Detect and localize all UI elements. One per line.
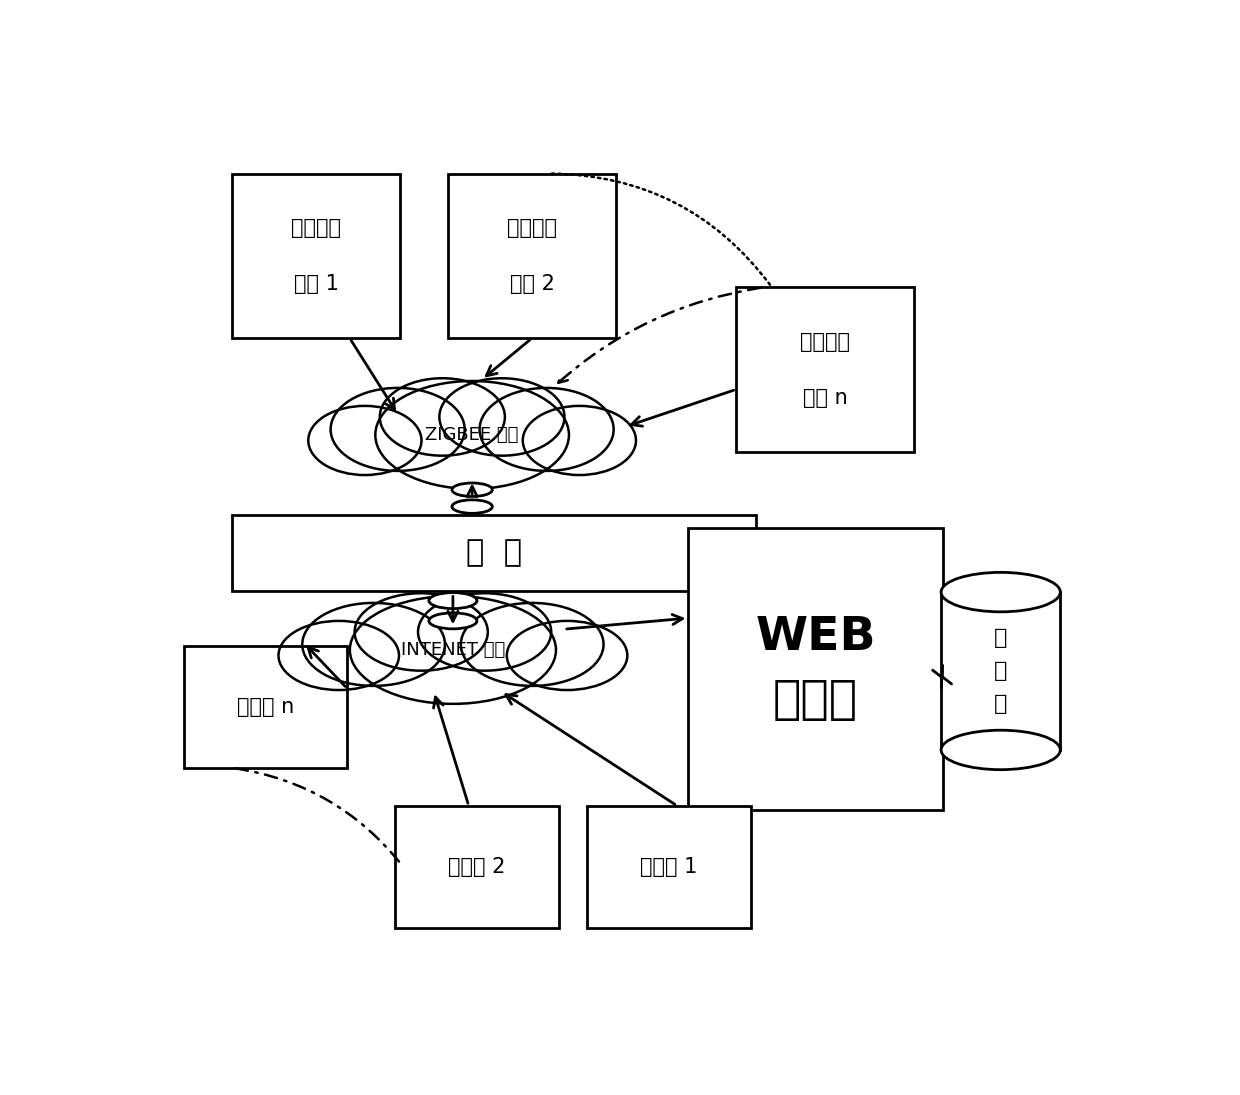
Ellipse shape [303,603,445,685]
Text: 信息采集

终端 n: 信息采集 终端 n [800,332,851,407]
Ellipse shape [451,483,492,496]
Text: 数
据
库: 数 据 库 [994,629,1007,714]
FancyBboxPatch shape [737,287,914,452]
Ellipse shape [331,388,465,471]
Text: 监控端 1: 监控端 1 [640,857,698,877]
FancyBboxPatch shape [941,592,1060,750]
Text: 监控端 n: 监控端 n [237,696,294,717]
FancyBboxPatch shape [232,515,755,591]
Ellipse shape [429,592,477,609]
Text: 信息采集

终端 1: 信息采集 终端 1 [291,218,341,293]
Ellipse shape [309,406,422,475]
Ellipse shape [461,603,604,685]
Ellipse shape [379,378,505,456]
Ellipse shape [480,388,614,471]
Ellipse shape [941,573,1060,612]
FancyBboxPatch shape [232,173,401,338]
Text: ZIGBEE 网络: ZIGBEE 网络 [425,426,518,443]
Ellipse shape [350,596,556,704]
Ellipse shape [507,621,627,690]
Ellipse shape [279,621,399,690]
Text: INTENET 网络: INTENET 网络 [401,641,505,659]
FancyBboxPatch shape [184,646,347,768]
FancyBboxPatch shape [688,528,944,810]
Text: 网  关: 网 关 [466,539,522,567]
Ellipse shape [439,378,564,456]
Ellipse shape [523,406,636,475]
Ellipse shape [451,499,492,514]
FancyBboxPatch shape [588,806,751,929]
Ellipse shape [429,613,477,629]
Text: WEB
服务器: WEB 服务器 [755,615,875,723]
Text: 信息采集

终端 2: 信息采集 终端 2 [507,218,557,293]
Ellipse shape [376,381,569,488]
FancyBboxPatch shape [448,173,616,338]
Ellipse shape [355,593,487,670]
Text: 监控端 2: 监控端 2 [448,857,506,877]
Ellipse shape [418,593,552,670]
FancyBboxPatch shape [396,806,559,929]
Ellipse shape [941,730,1060,770]
